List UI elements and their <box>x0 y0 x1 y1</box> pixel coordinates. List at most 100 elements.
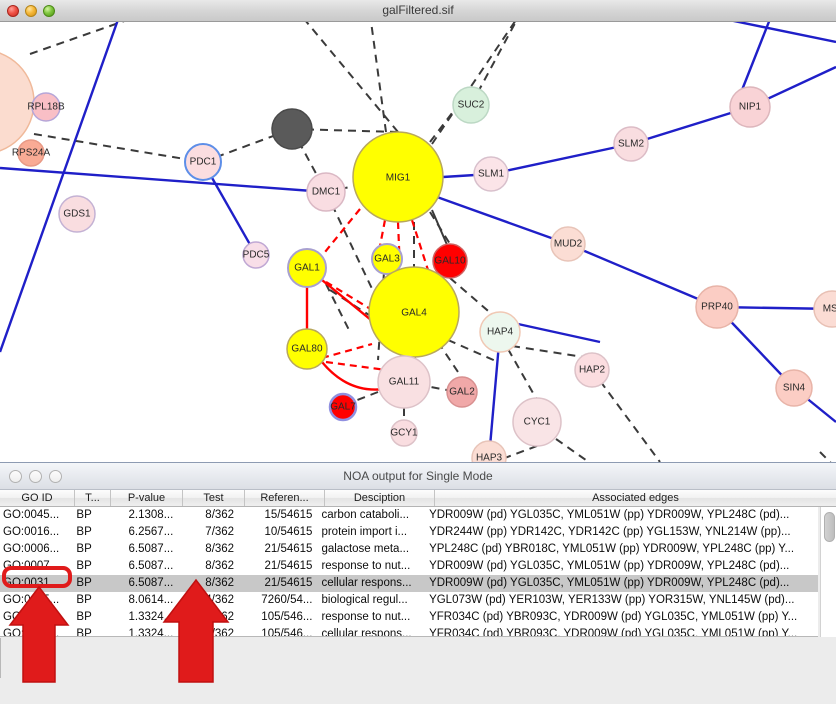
table-cell-pvalue: 6.5087... <box>128 543 174 555</box>
table-cell-test: 94/362 <box>198 594 235 606</box>
column-header-p-value[interactable]: P-value <box>111 490 183 506</box>
zoom-button[interactable] <box>49 470 62 483</box>
edge-physical <box>487 331 502 459</box>
minimize-button[interactable] <box>25 5 37 17</box>
table-cell-edges: YDR009W (pd) YGL035C, YML051W (pp) YDR00… <box>429 509 790 521</box>
results-table: GO ID T... P-value Test Referen... Desci… <box>0 490 836 704</box>
table-cell-type: BP <box>76 611 92 623</box>
table-cell-test: 8/362 <box>205 543 235 555</box>
graph-node-pdc1[interactable] <box>184 143 222 181</box>
edge-dashed <box>501 445 538 460</box>
noa-panel-title: NOA output for Single Mode <box>343 469 493 483</box>
edge-dashed <box>351 391 379 403</box>
table-cell-type: BP <box>76 509 92 521</box>
edge-dashed <box>447 339 499 363</box>
table-scrollbar[interactable] <box>820 507 836 637</box>
column-header-desciption[interactable]: Desciption <box>325 490 435 506</box>
table-cell-edges: YDR009W (pd) YGL035C, YML051W (pp) YDR00… <box>429 560 790 572</box>
graph-node-mud2[interactable] <box>550 226 586 262</box>
graph-node-gds1[interactable] <box>58 195 96 233</box>
table-row[interactable]: GO:0031... BP 1.3324... 11/362 105/546... res… <box>0 609 818 626</box>
table-cell-go-id: GO:0031... <box>3 628 60 637</box>
window-traffic-lights <box>7 5 55 17</box>
table-cell-type: BP <box>76 543 92 555</box>
graph-node-gal80[interactable] <box>286 328 328 370</box>
table-row[interactable]: GO:0065... BP 8.0614... 94/362 7260/54... bio… <box>0 592 818 609</box>
graph-node-suc2[interactable] <box>452 86 490 124</box>
graph-node-cyc1[interactable] <box>512 397 562 447</box>
window-titlebar: galFiltered.sif <box>0 0 836 22</box>
network-canvas[interactable]: RPL18B RPS24A GDS1 PDC1 PDC5 DMC1 MIG1 S… <box>0 22 836 462</box>
window-title: galFiltered.sif <box>382 3 454 17</box>
column-header-associated-edges[interactable]: Associated edges <box>592 492 679 504</box>
table-scrollbar-thumb[interactable] <box>824 512 835 542</box>
graph-node-slm1[interactable] <box>473 156 509 192</box>
column-header-test[interactable]: Test <box>183 490 245 506</box>
table-row[interactable]: GO:0031... BP 6.5087... 8/362 21/54615 cellul… <box>0 575 818 592</box>
graph-node-pdc5[interactable] <box>242 241 270 269</box>
graph-node-gal4[interactable] <box>368 266 460 358</box>
table-cell-description: protein import i... <box>321 526 408 538</box>
table-cell-test: 11/362 <box>199 611 235 623</box>
table-cell-test: 7/362 <box>205 526 235 538</box>
table-cell-pvalue: 1.3324... <box>128 611 174 623</box>
table-row[interactable]: GO:0006... BP 6.5087... 8/362 21/54615 galact… <box>0 541 818 558</box>
edge-physical <box>740 22 771 91</box>
edge-dashed <box>325 283 351 333</box>
graph-node-msl[interactable] <box>813 290 836 328</box>
table-row[interactable]: GO:0007... BP 6.5087... 8/362 21/54615 respon… <box>0 558 818 575</box>
table-cell-reference: 21/54615 <box>264 543 313 555</box>
graph-node-gal2[interactable] <box>446 376 478 408</box>
minimize-button[interactable] <box>29 470 42 483</box>
edge-regulatory-dashed <box>325 360 387 372</box>
table-cell-description: response to nut... <box>321 560 411 572</box>
column-header-go-id[interactable]: GO ID <box>0 490 75 506</box>
graph-node-gcy1[interactable] <box>390 419 418 447</box>
noa-panel-titlebar: NOA output for Single Mode <box>0 463 836 490</box>
table-cell-reference: 105/546... <box>261 611 313 623</box>
graph-node-hap2[interactable] <box>574 352 610 388</box>
edge-dashed <box>591 369 661 462</box>
table-cell-reference: 10/54615 <box>264 526 313 538</box>
zoom-button[interactable] <box>43 5 55 17</box>
network-graph[interactable]: RPL18B RPS24A GDS1 PDC1 PDC5 DMC1 MIG1 S… <box>0 22 836 462</box>
edge-dashed <box>555 438 591 462</box>
table-row[interactable]: GO:0045... BP 2.1308... 8/362 15/54615 carbon… <box>0 507 818 524</box>
table-header-row: GO ID T... P-value Test Referen... Desci… <box>0 490 836 507</box>
table-cell-test: 11/362 <box>199 628 235 637</box>
graph-node-rps24a[interactable] <box>17 139 45 167</box>
table-cell-description: galactose meta... <box>321 543 410 555</box>
graph-node-rpl18b[interactable] <box>31 92 61 122</box>
edge-physical <box>0 22 119 353</box>
graph-node-hap3[interactable] <box>471 440 507 462</box>
column-header-reference[interactable]: Referen... <box>245 490 325 506</box>
table-body[interactable]: GO:0045... BP 2.1308... 8/362 15/54615 carbon… <box>0 507 818 637</box>
graph-node-nip1[interactable] <box>729 86 771 128</box>
table-cell-pvalue: 2.1308... <box>128 509 174 521</box>
graph-node-sin4[interactable] <box>775 369 813 407</box>
graph-node-slm2[interactable] <box>613 126 649 162</box>
graph-edges <box>0 22 836 462</box>
graph-node-gal1[interactable] <box>287 248 327 288</box>
graph-node-prp40[interactable] <box>695 285 739 329</box>
edge-regulatory-dashed <box>410 219 430 271</box>
table-cell-go-id: GO:0031... <box>3 611 60 623</box>
noa-traffic-lights <box>9 470 62 483</box>
table-row[interactable]: GO:0016... BP 6.2567... 7/362 10/54615 protei… <box>0 524 818 541</box>
close-button[interactable] <box>7 5 19 17</box>
graph-node-unlabeled-dark[interactable] <box>271 108 313 150</box>
graph-node-mig1[interactable] <box>352 131 444 223</box>
graph-node-gal11[interactable] <box>377 355 431 409</box>
close-button[interactable] <box>9 470 22 483</box>
graph-node-dmc1[interactable] <box>306 172 346 212</box>
graph-node-gal7[interactable] <box>328 392 358 422</box>
graph-node-hap4[interactable] <box>479 311 521 353</box>
graph-node-gal10[interactable] <box>432 243 468 279</box>
graph-node-gal3[interactable] <box>371 243 403 275</box>
graph-node[interactable] <box>0 50 35 154</box>
column-header-type[interactable]: T... <box>75 490 111 506</box>
table-row[interactable]: GO:0031... BP 1.3324... 11/362 105/546... cel… <box>0 626 818 637</box>
graph-nodes[interactable]: RPL18B RPS24A GDS1 PDC1 PDC5 DMC1 MIG1 S… <box>0 50 836 462</box>
table-cell-reference: 15/54615 <box>264 509 313 521</box>
